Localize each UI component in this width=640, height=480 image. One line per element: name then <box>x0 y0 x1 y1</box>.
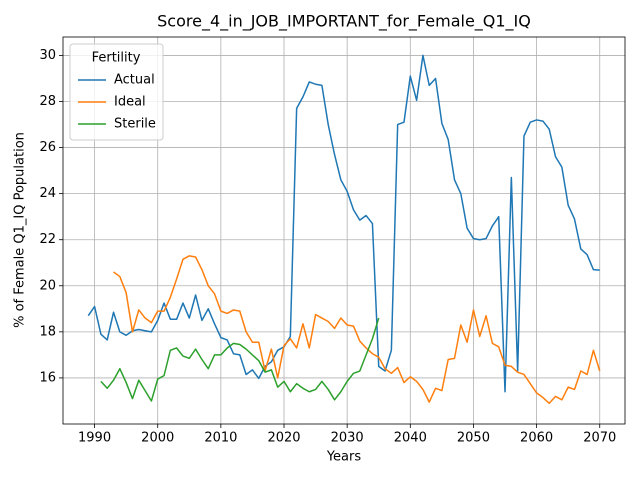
grid <box>63 37 625 424</box>
x-tick-label: 2050 <box>457 431 490 446</box>
x-tick-label: 2010 <box>204 431 237 446</box>
series-line <box>100 317 380 402</box>
series-line <box>87 54 600 393</box>
legend-label: Actual <box>114 73 155 88</box>
y-tick-label: 26 <box>39 140 56 155</box>
y-tick-label: 18 <box>39 324 56 339</box>
x-axis-label: Years <box>326 450 362 465</box>
x-tick-label: 2040 <box>394 431 427 446</box>
y-tick-label: 24 <box>39 186 56 201</box>
legend-label: Ideal <box>114 95 146 110</box>
x-tick-label: 2070 <box>583 431 616 446</box>
x-tick-label: 2000 <box>141 431 174 446</box>
y-tick-label: 28 <box>39 94 56 109</box>
legend-title: Fertility <box>92 51 141 66</box>
y-tick-label: 20 <box>39 278 56 293</box>
y-axis-label: % of Female Q1_IQ Population <box>13 132 28 328</box>
lines <box>87 54 601 405</box>
x-tick-label: 2060 <box>520 431 553 446</box>
legend-label: Sterile <box>114 117 156 132</box>
plot-frame <box>62 36 626 425</box>
x-tick-label: 1990 <box>78 431 111 446</box>
legend-box <box>69 43 164 141</box>
y-tick-label: 16 <box>39 370 56 385</box>
x-tick-label: 2030 <box>331 431 364 446</box>
series-line <box>113 255 601 405</box>
legend: Fertility Actual Ideal Sterile <box>69 43 164 141</box>
x-tick-label: 2020 <box>267 431 300 446</box>
y-tick-label: 22 <box>39 232 56 247</box>
chart-title: Score_4_in_JOB_IMPORTANT_for_Female_Q1_I… <box>157 12 531 32</box>
y-tick-label: 30 <box>39 48 56 63</box>
